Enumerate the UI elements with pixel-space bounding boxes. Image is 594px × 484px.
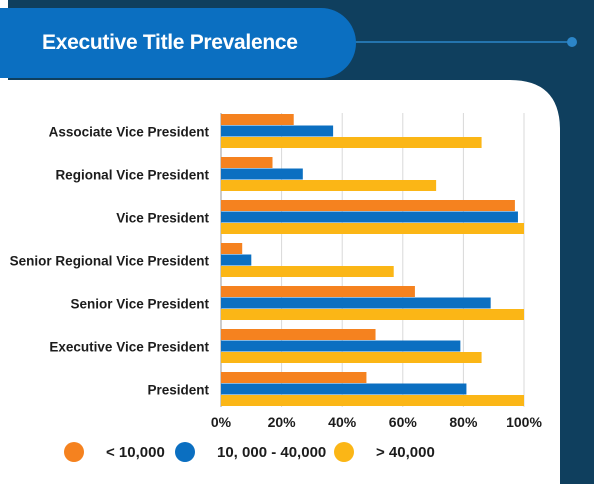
category-label: Regional Vice President xyxy=(55,167,209,182)
x-tick-label: 60% xyxy=(389,414,418,430)
legend-item-small: < 10,000 xyxy=(64,442,165,462)
x-tick-label: 80% xyxy=(449,414,478,430)
x-tick-label: 0% xyxy=(211,414,232,430)
category-label: Vice President xyxy=(116,210,209,225)
bar xyxy=(221,266,394,277)
x-tick-labels: 0% 20% 40% 60% 80% 100% xyxy=(211,414,543,430)
legend-item-medium: 10, 000 - 40,000 xyxy=(175,442,326,462)
bar xyxy=(221,395,524,406)
bar xyxy=(221,125,334,137)
bar xyxy=(221,297,491,309)
legend-label: > 40,000 xyxy=(376,443,435,461)
title-bar: Executive Title Prevalence xyxy=(0,8,356,78)
bar xyxy=(221,180,437,191)
legend-label: 10, 000 - 40,000 xyxy=(217,443,327,461)
category-label: Senior Vice President xyxy=(70,296,209,311)
bar xyxy=(221,223,524,234)
bar xyxy=(221,211,518,223)
x-tick-label: 40% xyxy=(328,414,357,430)
legend-swatch xyxy=(334,442,354,462)
legend-item-large: > 40,000 xyxy=(334,442,435,462)
x-tick-label: 100% xyxy=(506,414,542,430)
bar xyxy=(221,372,367,383)
bar xyxy=(221,329,376,340)
x-tick-label: 20% xyxy=(268,414,297,430)
legend-label: < 10,000 xyxy=(106,443,165,461)
bar xyxy=(221,340,461,352)
category-label: Senior Regional Vice President xyxy=(10,253,210,268)
bar xyxy=(221,114,294,125)
category-label: Associate Vice President xyxy=(49,124,210,139)
category-labels: Associate Vice President Regional Vice Pr… xyxy=(10,124,210,397)
legend-swatch xyxy=(64,442,84,462)
bar xyxy=(221,157,273,168)
legend-swatch xyxy=(175,442,195,462)
bars xyxy=(221,114,524,406)
bar xyxy=(221,309,524,320)
bar xyxy=(221,254,252,266)
bar xyxy=(221,137,482,148)
bar xyxy=(221,352,482,363)
bar xyxy=(221,243,243,254)
category-label: President xyxy=(147,382,209,397)
bar xyxy=(221,200,515,211)
legend: < 10,000 10, 000 - 40,000 > 40,000 xyxy=(0,436,594,472)
category-label: Executive Vice President xyxy=(49,339,209,354)
chart-title: Executive Title Prevalence xyxy=(42,31,298,54)
bar xyxy=(221,383,467,395)
bar xyxy=(221,286,415,297)
bar xyxy=(221,168,303,180)
